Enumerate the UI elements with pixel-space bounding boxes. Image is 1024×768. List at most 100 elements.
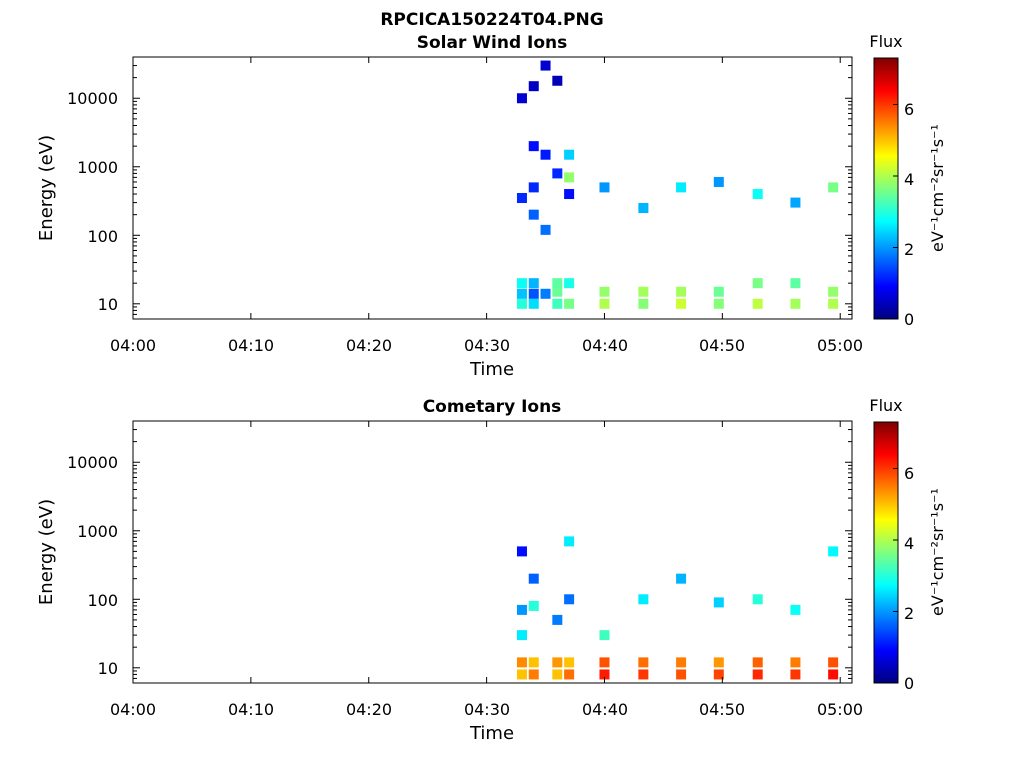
heatmap-cell [638, 203, 649, 214]
heatmap-cell [552, 614, 563, 625]
heatmap-cell [564, 298, 575, 309]
heatmap-cell [790, 278, 801, 289]
solar-wind-plot-frame [132, 56, 853, 320]
heatmap-cell [564, 657, 575, 668]
heatmap-cell [564, 536, 575, 547]
heatmap-cell [676, 286, 687, 297]
figure-filename-title: RPCICA150224T04.PNG [380, 10, 603, 30]
heatmap-cell [516, 630, 527, 641]
cometary-panel: Cometary Ions 04:00 04:10 04:20 04:30 04… [36, 396, 947, 744]
y-tick-label: 10 [98, 295, 118, 314]
y-tick-label: 10000 [67, 453, 118, 472]
heatmap-cell [752, 657, 763, 668]
x-tick-label: 04:30 [464, 700, 510, 719]
heatmap-cell [713, 597, 724, 608]
heatmap-cell [790, 604, 801, 615]
x-axis-label: Time [469, 359, 514, 380]
heatmap-cell [552, 286, 563, 297]
heatmap-cell [713, 298, 724, 309]
heatmap-cell [676, 182, 687, 193]
x-tick-label: 05:00 [817, 700, 863, 719]
heatmap-cell [676, 657, 687, 668]
x-tick-label: 04:20 [346, 336, 392, 355]
cometary-ticks [132, 420, 852, 684]
heatmap-cell [828, 657, 839, 668]
colorbar [873, 421, 899, 684]
colorbar-title: Flux [869, 32, 902, 51]
heatmap-cell [516, 657, 527, 668]
heatmap-cell [564, 172, 575, 183]
heatmap-cell [564, 594, 575, 605]
colorbar-tick-label: 2 [904, 604, 914, 623]
heatmap-cell [599, 630, 610, 641]
x-tick-label: 04:50 [699, 700, 745, 719]
colorbar-tick-label: 0 [904, 674, 914, 693]
heatmap-cell [752, 669, 763, 680]
heatmap-cell [564, 189, 575, 200]
heatmap-cell [790, 657, 801, 668]
heatmap-cell [713, 286, 724, 297]
cometary-plot-frame [132, 420, 853, 684]
heatmap-cell [552, 168, 563, 179]
colorbar-tick-label: 6 [904, 464, 914, 483]
y-tick-label: 1000 [77, 158, 118, 177]
heatmap-cell [676, 298, 687, 309]
heatmap-cell [564, 149, 575, 160]
heatmap-cell [752, 278, 763, 289]
heatmap-cell [552, 298, 563, 309]
heatmap-cell [540, 288, 551, 299]
x-tick-label: 04:50 [699, 336, 745, 355]
x-tick-label: 04:40 [582, 336, 628, 355]
solar-wind-ticks [132, 56, 852, 320]
cometary-heatmap [516, 536, 839, 680]
heatmap-cell [528, 669, 539, 680]
heatmap-cell [790, 197, 801, 208]
heatmap-cell [528, 278, 539, 289]
colorbar-label: eV⁻¹cm⁻²sr⁻¹s⁻¹ [928, 488, 947, 616]
heatmap-cell [638, 669, 649, 680]
solar-wind-title: Solar Wind Ions [417, 33, 568, 53]
heatmap-cell [516, 193, 527, 204]
heatmap-cell [516, 298, 527, 309]
heatmap-cell [713, 657, 724, 668]
x-tick-label: 04:10 [228, 700, 274, 719]
heatmap-cell [528, 141, 539, 152]
y-axis-label: Energy (eV) [36, 499, 57, 605]
heatmap-cell [564, 278, 575, 289]
colorbar [873, 57, 899, 320]
heatmap-cell [552, 278, 563, 289]
x-tick-label: 04:20 [346, 700, 392, 719]
heatmap-cell [713, 669, 724, 680]
colorbar-tick-label: 0 [904, 310, 914, 329]
x-axis-label: Time [469, 723, 514, 744]
heatmap-cell [516, 93, 527, 104]
heatmap-cell [752, 594, 763, 605]
heatmap-cell [599, 657, 610, 668]
heatmap-cell [790, 298, 801, 309]
heatmap-cell [528, 573, 539, 584]
heatmap-cell [540, 224, 551, 235]
heatmap-cell [552, 669, 563, 680]
heatmap-cell [528, 600, 539, 611]
heatmap-cell [828, 298, 839, 309]
heatmap-cell [599, 669, 610, 680]
x-tick-label: 04:10 [228, 336, 274, 355]
colorbar-ticks [893, 103, 898, 320]
colorbar-ticks [893, 467, 898, 684]
x-tick-label: 04:00 [110, 700, 156, 719]
x-tick-label: 04:00 [110, 336, 156, 355]
solar-wind-panel: Solar Wind Ions 04:00 04:10 04:20 04:30 … [36, 32, 947, 380]
heatmap-cell [516, 278, 527, 289]
y-axis-label: Energy (eV) [36, 135, 57, 241]
heatmap-cell [790, 669, 801, 680]
heatmap-cell [540, 149, 551, 160]
solar-wind-heatmap [516, 60, 839, 309]
heatmap-cell [676, 669, 687, 680]
heatmap-cell [552, 657, 563, 668]
heatmap-cell [638, 298, 649, 309]
heatmap-cell [713, 176, 724, 187]
colorbar-tick-label: 4 [904, 534, 914, 553]
colorbar-title: Flux [869, 396, 902, 415]
heatmap-cell [828, 546, 839, 557]
